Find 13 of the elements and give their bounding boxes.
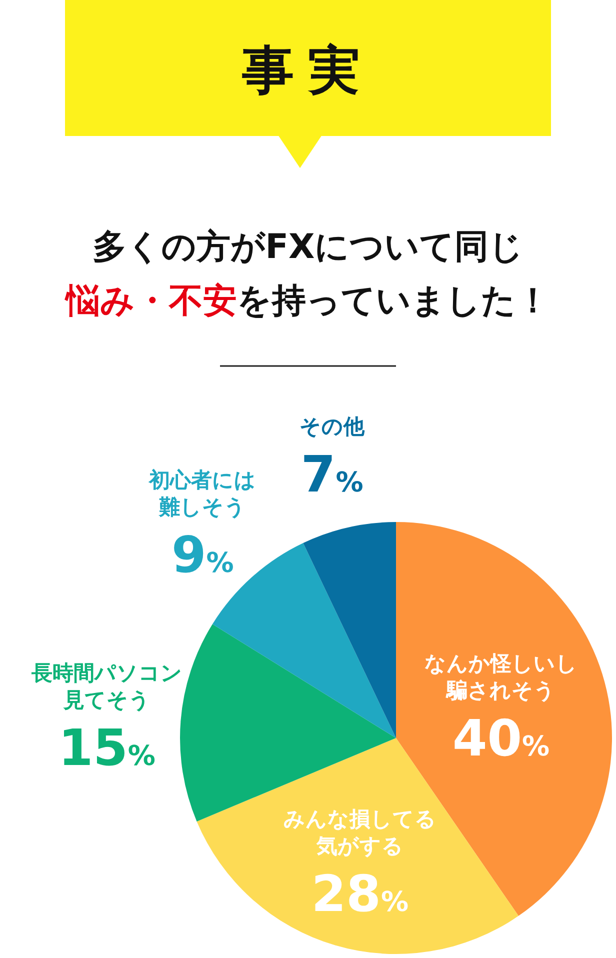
pie-slice [303,522,396,738]
chart-title: 事実 [241,41,374,101]
slice-label: 長時間パソコン見てそう [30,661,182,712]
slice-label: なんか怪しいし騙されそう [424,651,578,702]
data-label: 40% [452,709,550,768]
chart-subtitle: 多くの方がFXについて同じ悩み・不安を持っていました！ [64,227,550,321]
data-label: 9% [171,526,234,584]
slice-label: みんな損してる気がする [283,806,436,858]
data-label: 15% [58,719,156,778]
data-label: 7% [300,446,364,504]
data-label: 28% [311,864,409,923]
slice-label: 初心者には難しそう [148,468,256,519]
slice-label: その他 [300,414,366,439]
